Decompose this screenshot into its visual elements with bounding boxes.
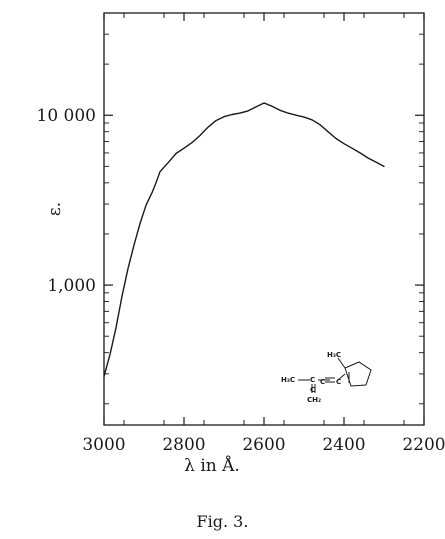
- x-tick-label: 3000: [82, 435, 125, 455]
- formula-label: CH₂: [307, 396, 321, 404]
- y-tick-label: 10 000: [37, 106, 96, 126]
- plot-frame: [103, 12, 425, 426]
- ring-shape: [344, 361, 372, 387]
- figure-caption: Fig. 3.: [196, 512, 249, 531]
- y-axis-title: ε.: [45, 202, 65, 216]
- series-layer: [103, 102, 385, 378]
- formula-label: C: [310, 376, 315, 384]
- series-line: [103, 102, 385, 378]
- structural-formula-inset: [298, 357, 372, 393]
- x-tick-label: 2200: [402, 435, 445, 455]
- formula-label: C: [320, 378, 325, 386]
- x-tick-label: 2800: [162, 435, 205, 455]
- x-axis-ticks: 3000 2800 2600 2400 2200: [82, 13, 445, 455]
- x-axis-title: λ in Å.: [184, 455, 240, 476]
- alkyne-ring-bond: [337, 373, 346, 381]
- formula-label: H₃C: [281, 376, 295, 384]
- x-tick-label: 2400: [322, 435, 365, 455]
- methyl-bond: [337, 357, 346, 369]
- formula-label: C: [310, 386, 315, 394]
- formula-label: C: [336, 378, 341, 386]
- formula-label: H₃C: [327, 351, 341, 359]
- y-axis-ticks: 10 000 1,000: [37, 12, 424, 405]
- absorption-spectrum-chart: 3000 2800 2600 2400 2200 10 000 1,000 λ in Å.…: [37, 12, 445, 476]
- x-tick-label: 2600: [242, 435, 285, 455]
- structural-formula-labels: H₃C C C C C CH₂ H₃C: [281, 351, 341, 404]
- y-tick-label: 1,000: [47, 276, 96, 296]
